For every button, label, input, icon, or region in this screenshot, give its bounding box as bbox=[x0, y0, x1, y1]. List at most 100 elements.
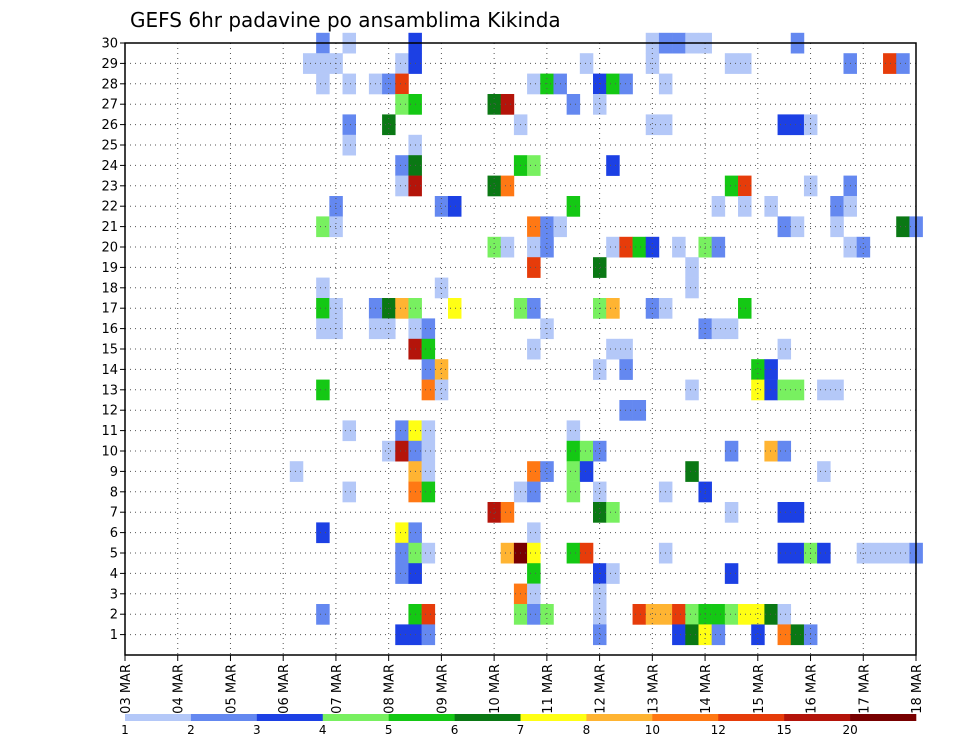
legend-tick-label: 12 bbox=[711, 723, 726, 737]
legend-tick-label: 5 bbox=[385, 723, 393, 737]
heatmap-cell bbox=[447, 298, 462, 319]
heatmap-cell bbox=[777, 216, 792, 238]
heatmap-cell bbox=[593, 481, 607, 503]
heatmap-cell bbox=[395, 94, 409, 115]
heatmap-cell bbox=[382, 114, 396, 136]
x-tick-label: 18 MAR bbox=[910, 664, 925, 714]
heatmap-cell bbox=[790, 624, 805, 646]
heatmap-cell bbox=[566, 461, 581, 482]
heatmap-cell bbox=[593, 502, 607, 523]
heatmap-cell bbox=[724, 502, 739, 523]
legend-swatch bbox=[388, 714, 455, 721]
heatmap-cell bbox=[540, 236, 554, 258]
heatmap-cell bbox=[579, 440, 594, 462]
heatmap-cell bbox=[632, 236, 647, 258]
heatmap-cell bbox=[632, 604, 647, 625]
y-tick-label: 6 bbox=[110, 526, 118, 541]
heatmap-cell bbox=[645, 604, 660, 625]
heatmap-cell bbox=[421, 440, 436, 462]
heatmap-cell bbox=[830, 379, 844, 401]
heatmap-cell bbox=[566, 440, 581, 462]
heatmap-cell bbox=[395, 624, 409, 646]
heatmap-cell bbox=[316, 53, 330, 74]
heatmap-cell bbox=[711, 236, 726, 258]
y-tick-label: 25 bbox=[101, 139, 118, 154]
heatmap-cell bbox=[540, 461, 554, 482]
x-tick-label: 13 MAR bbox=[646, 664, 661, 714]
heatmap-cell bbox=[579, 542, 594, 564]
heatmap-cell bbox=[896, 542, 910, 564]
heatmap-cell bbox=[395, 175, 409, 197]
heatmap-cell bbox=[672, 624, 686, 646]
heatmap-cell bbox=[724, 563, 739, 584]
y-tick-label: 10 bbox=[101, 445, 118, 460]
heatmap-cell bbox=[606, 563, 620, 584]
color-legend: 1 2 3 4 5 6 7 8 10 12 15 20 bbox=[121, 714, 917, 737]
heatmap-cell bbox=[606, 502, 620, 523]
heatmap-cell bbox=[527, 257, 541, 278]
legend-swatch bbox=[784, 714, 851, 721]
heatmap-cell bbox=[382, 440, 396, 462]
legend-swatch bbox=[652, 714, 719, 721]
y-tick-label: 16 bbox=[101, 322, 118, 337]
chart-title: GEFS 6hr padavine po ansamblima Kikinda bbox=[130, 8, 561, 32]
heatmap-cell bbox=[316, 318, 330, 340]
heatmap-cell bbox=[685, 604, 699, 625]
legend-tick-label: 8 bbox=[583, 723, 591, 737]
x-tick-label: 05 MAR bbox=[224, 664, 239, 714]
heatmap-cell bbox=[790, 542, 805, 564]
legend-tick-label: 7 bbox=[517, 723, 525, 737]
y-tick-label: 23 bbox=[101, 179, 118, 194]
heatmap-cell bbox=[342, 420, 357, 442]
heatmap-cell bbox=[527, 155, 541, 176]
heatmap-cell bbox=[685, 277, 699, 299]
x-tick-label: 06 MAR bbox=[277, 664, 292, 714]
legend-swatch bbox=[256, 714, 324, 721]
heatmap-cell bbox=[883, 542, 897, 564]
heatmap-cell bbox=[711, 604, 726, 625]
heatmap-cell bbox=[316, 216, 330, 238]
y-tick-label: 2 bbox=[110, 608, 118, 623]
x-tick-label: 12 MAR bbox=[594, 664, 609, 714]
heatmap-cell bbox=[606, 236, 620, 258]
heatmap-cell bbox=[527, 338, 541, 360]
heatmap-cell bbox=[527, 563, 541, 584]
heatmap-cell bbox=[540, 216, 554, 238]
heatmap-cell bbox=[777, 542, 792, 564]
y-tick-label: 1 bbox=[110, 628, 118, 643]
heatmap-cell bbox=[500, 542, 515, 564]
heatmap-cell bbox=[421, 481, 436, 503]
y-tick-label: 4 bbox=[110, 567, 118, 582]
heatmap-cell bbox=[724, 318, 739, 340]
heatmap-cell bbox=[342, 114, 357, 136]
heatmap-cell bbox=[527, 481, 541, 503]
x-tick-label: 14 MAR bbox=[699, 664, 714, 714]
heatmap-cell bbox=[527, 216, 541, 238]
x-tick-label: 09 MAR bbox=[435, 664, 450, 714]
heatmap-cell bbox=[500, 94, 515, 115]
heatmap-cell bbox=[738, 196, 752, 217]
heatmap-cell bbox=[751, 624, 765, 646]
x-tick-label: 07 MAR bbox=[330, 664, 345, 714]
heatmap-cell bbox=[685, 379, 699, 401]
heatmap-cell bbox=[606, 298, 620, 319]
heatmap-cell bbox=[540, 604, 554, 625]
heatmap-cell bbox=[672, 236, 686, 258]
heatmap-cell bbox=[579, 461, 594, 482]
heatmap-cell bbox=[527, 461, 541, 482]
heatmap-cell bbox=[447, 196, 462, 217]
heatmap-cell bbox=[316, 73, 330, 95]
heatmap-cell bbox=[566, 196, 581, 217]
heatmap-cell bbox=[421, 318, 436, 340]
y-tick-label: 29 bbox=[101, 57, 118, 72]
heatmap-cell bbox=[421, 420, 436, 442]
heatmap-cell bbox=[434, 196, 449, 217]
heatmap-cell bbox=[316, 277, 330, 299]
heatmap-cell bbox=[566, 481, 581, 503]
legend-swatch bbox=[718, 714, 785, 721]
heatmap-cell bbox=[395, 420, 409, 442]
heatmap-cell bbox=[738, 53, 752, 74]
heatmap-cell bbox=[527, 236, 541, 258]
heatmap-cell bbox=[566, 94, 581, 115]
heatmap-cell bbox=[593, 94, 607, 115]
